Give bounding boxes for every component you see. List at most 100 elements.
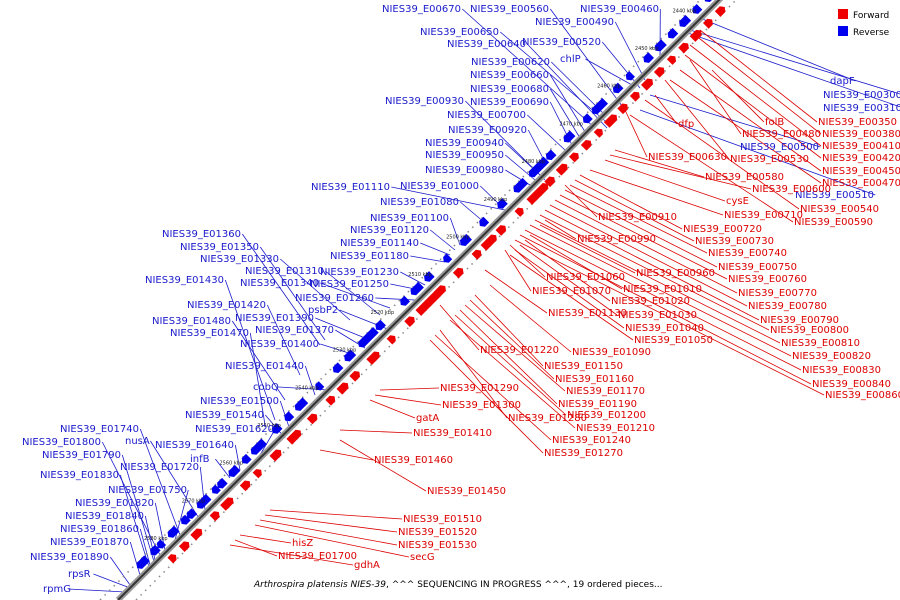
gene-arrow-forward-25[interactable]	[555, 162, 570, 176]
gene-arrow-forward-26[interactable]	[568, 150, 581, 163]
gene-arrow-reverse-3[interactable]	[165, 525, 180, 540]
gene-label-nies39-e01410[interactable]: NIES39_E01410	[413, 428, 492, 439]
gene-label-nies39-e00460[interactable]: NIES39_E00460	[580, 4, 659, 15]
gene-arrow-reverse-22[interactable]	[422, 271, 435, 284]
gene-arrow-forward-17[interactable]	[433, 283, 448, 298]
gene-arrow-reverse-38[interactable]	[677, 15, 692, 29]
gene-label-psbp2[interactable]: psbP2	[308, 305, 338, 316]
gene-label-nies39-e01820[interactable]: NIES39_E01820	[75, 498, 154, 509]
gene-arrow-reverse-2[interactable]	[155, 539, 167, 550]
gene-label-nies39-e00600[interactable]: NIES39_E00600	[752, 184, 831, 195]
gene-arrow-reverse-13[interactable]	[282, 411, 295, 423]
gene-label-nies39-e00840[interactable]: NIES39_E00840	[812, 379, 891, 390]
gene-label-nies39-e01150[interactable]: NIES39_E01150	[544, 361, 623, 372]
gene-arrow-forward-23[interactable]	[526, 181, 550, 205]
gene-label-nies39-e01420[interactable]: NIES39_E01420	[187, 300, 266, 311]
gene-arrow-forward-35[interactable]	[678, 41, 691, 54]
gene-arrow-reverse-10[interactable]	[240, 453, 252, 466]
gene-label-nies39-e01230[interactable]: NIES39_E01230	[320, 267, 399, 278]
gene-arrow-reverse-19[interactable]	[373, 319, 386, 333]
gene-label-nies39-e00590[interactable]: NIES39_E00590	[794, 217, 873, 228]
gene-arrow-forward-13[interactable]	[366, 349, 382, 365]
gene-label-nies39-e00670[interactable]: NIES39_E00670	[382, 4, 461, 15]
gene-label-nies39-e01430[interactable]: NIES39_E01430	[145, 275, 224, 286]
gene-label-nies39-e00860[interactable]: NIES39_E00860	[825, 390, 900, 401]
gene-label-nies39-e01060[interactable]: NIES39_E01060	[546, 272, 625, 283]
gene-arrow-forward-33[interactable]	[653, 65, 667, 78]
gene-arrow-reverse-15[interactable]	[313, 381, 325, 392]
gene-arrow-reverse-16[interactable]	[331, 362, 344, 375]
gene-label-nies39-e01340[interactable]: NIES39_E01340	[240, 278, 319, 289]
gene-label-nies39-e00790[interactable]: NIES39_E00790	[760, 315, 839, 326]
gene-label-chlp[interactable]: chlP	[560, 54, 581, 65]
gene-label-nies39-e01640[interactable]: NIES39_E01640	[155, 440, 234, 451]
gene-arrow-reverse-4[interactable]	[179, 514, 191, 527]
gene-label-nies39-e00310[interactable]: NIES39_E00310	[823, 103, 900, 114]
gene-label-nies39-e00640[interactable]: NIES39_E00640	[447, 39, 526, 50]
gene-arrow-reverse-36[interactable]	[653, 39, 667, 53]
gene-arrow-reverse-20[interactable]	[398, 295, 411, 308]
gene-label-nusa[interactable]: nusA	[125, 436, 150, 447]
gene-arrow-reverse-5[interactable]	[184, 508, 198, 521]
gene-label-nies39-e01470[interactable]: NIES39_E01470	[170, 328, 249, 339]
gene-arrow-reverse-32[interactable]	[590, 98, 608, 116]
gene-label-nies39-e01330[interactable]: NIES39_E01330	[200, 254, 279, 265]
gene-arrow-forward-31[interactable]	[629, 90, 642, 102]
gene-label-nies39-e00380[interactable]: NIES39_E00380	[822, 129, 900, 140]
gene-arrow-reverse-9[interactable]	[226, 464, 241, 479]
gene-label-nies39-e00690[interactable]: NIES39_E00690	[470, 97, 549, 108]
gene-label-nies39-e00700[interactable]: NIES39_E00700	[447, 110, 526, 121]
gene-label-nies39-e01250[interactable]: NIES39_E01250	[310, 279, 389, 290]
gene-label-nies39-e01860[interactable]: NIES39_E01860	[60, 524, 139, 535]
gene-label-nies39-e01260[interactable]: NIES39_E01260	[295, 293, 374, 304]
gene-arrow-forward-21[interactable]	[495, 223, 509, 236]
gene-label-nies39-e01130[interactable]: NIES39_E01130	[548, 308, 627, 319]
gene-label-nies39-e00830[interactable]: NIES39_E00830	[802, 365, 881, 376]
gene-label-nies39-e00500[interactable]: NIES39_E00500	[740, 142, 819, 153]
gene-label-nies39-e01400[interactable]: NIES39_E01400	[240, 339, 319, 350]
gene-label-nies39-e01720[interactable]: NIES39_E01720	[120, 462, 199, 473]
gene-label-dfp[interactable]: dfp	[678, 119, 694, 130]
gene-label-nies39-e01240[interactable]: NIES39_E01240	[552, 435, 631, 446]
gene-label-secg[interactable]: secG	[410, 552, 435, 563]
gene-arrow-reverse-28[interactable]	[527, 156, 550, 180]
gene-label-nies39-e01070[interactable]: NIES39_E01070	[532, 286, 611, 297]
gene-arrow-reverse-30[interactable]	[561, 130, 576, 145]
gene-arrow-reverse-37[interactable]	[666, 27, 679, 41]
gene-arrow-reverse-14[interactable]	[293, 397, 309, 413]
gene-label-nies39-e00650[interactable]: NIES39_E00650	[420, 27, 499, 38]
gene-label-nies39-e00770[interactable]: NIES39_E00770	[738, 288, 817, 299]
gene-label-nies39-e00420[interactable]: NIES39_E00420	[822, 153, 900, 164]
gene-label-nies39-e00480[interactable]: NIES39_E00480	[742, 129, 821, 140]
gene-arrow-reverse-29[interactable]	[544, 149, 557, 163]
gene-label-rpmg[interactable]: rpmG	[43, 584, 71, 595]
gene-label-nies39-e01530[interactable]: NIES39_E01530	[398, 540, 477, 551]
gene-label-nies39-e01390[interactable]: NIES39_E01390	[235, 313, 314, 324]
gene-label-nies39-e01750[interactable]: NIES39_E01750	[108, 485, 187, 496]
gene-arrow-reverse-25[interactable]	[477, 216, 490, 229]
gene-arrow-forward-5[interactable]	[239, 478, 253, 492]
gene-arrow-forward-22[interactable]	[514, 206, 526, 217]
gene-label-infb[interactable]: infB	[190, 454, 210, 465]
gene-label-nies39-e00350[interactable]: NIES39_E00350	[818, 117, 897, 128]
gene-label-nies39-e01300[interactable]: NIES39_E01300	[442, 400, 521, 411]
gene-label-nies39-e01000[interactable]: NIES39_E01000	[400, 181, 479, 192]
gene-label-cobq[interactable]: cobQ	[253, 382, 279, 393]
gene-label-nies39-e01450[interactable]: NIES39_E01450	[427, 486, 506, 497]
gene-label-nies39-e00730[interactable]: NIES39_E00730	[695, 236, 774, 247]
gene-label-nies39-e00910[interactable]: NIES39_E00910	[598, 212, 677, 223]
gene-label-nies39-e01700[interactable]: NIES39_E01700	[278, 551, 357, 562]
gene-arrow-reverse-21[interactable]	[408, 281, 424, 298]
gene-arrow-reverse-7[interactable]	[210, 484, 221, 496]
gene-label-nies39-e00510[interactable]: NIES39_E00510	[795, 190, 874, 201]
gene-arrow-forward-36[interactable]	[689, 28, 704, 42]
gene-label-nies39-e01440[interactable]: NIES39_E01440	[225, 361, 304, 372]
gene-label-nies39-e01140[interactable]: NIES39_E01140	[340, 238, 419, 249]
gene-label-cyse[interactable]: cysE	[726, 196, 749, 207]
gene-arrow-reverse-6[interactable]	[195, 493, 212, 511]
gene-arrow-reverse-33[interactable]	[611, 82, 624, 96]
gene-arrow-forward-12[interactable]	[349, 369, 362, 382]
gene-label-hisz[interactable]: hisZ	[292, 538, 313, 549]
gene-label-nies39-e00540[interactable]: NIES39_E00540	[800, 204, 879, 215]
gene-arrow-forward-20[interactable]	[480, 232, 499, 251]
